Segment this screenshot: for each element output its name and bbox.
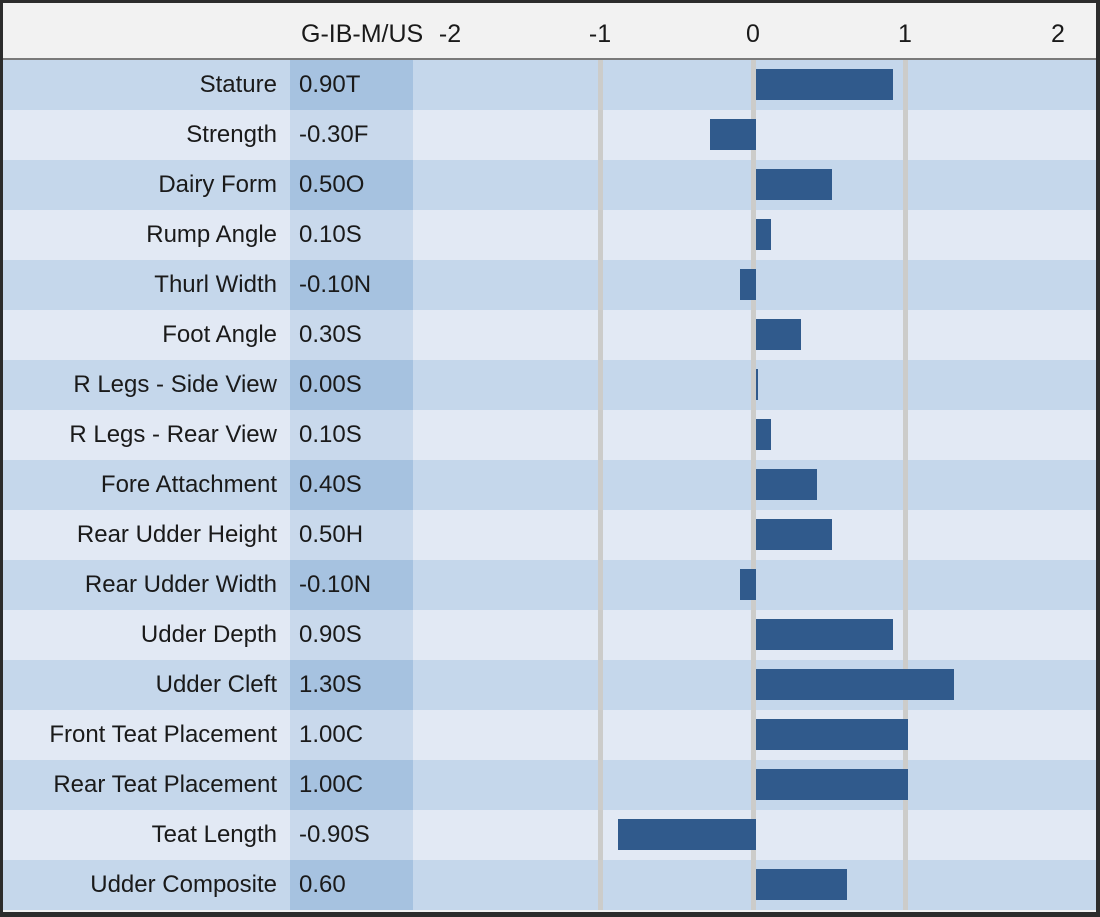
trait-bar (755, 869, 847, 900)
trait-label: Rear Teat Placement (3, 760, 290, 810)
trait-bar (755, 69, 893, 100)
table-row: R Legs - Rear View 0.10S (3, 410, 1096, 460)
trait-value-badge: 1.30S (290, 660, 413, 710)
trait-bar (755, 769, 908, 800)
trait-bar (755, 469, 817, 500)
trait-label: Strength (3, 110, 290, 160)
gridline-neg1 (598, 60, 603, 910)
trait-label: Teat Length (3, 810, 290, 860)
trait-value-badge: 0.90T (290, 60, 413, 110)
trait-bar (740, 269, 756, 300)
trait-bar (755, 369, 758, 400)
table-row: Strength -0.30F (3, 110, 1096, 160)
trait-label: Dairy Form (3, 160, 290, 210)
trait-value-badge: 0.30S (290, 310, 413, 360)
table-row: Thurl Width -0.10N (3, 260, 1096, 310)
axis-tick-zero: 0 (746, 20, 760, 48)
trait-rows: Stature 0.90T Strength -0.30F Dairy Form… (3, 60, 1096, 910)
table-row: Dairy Form 0.50O (3, 160, 1096, 210)
axis-tick-neg2: -2 (438, 20, 462, 48)
trait-label: Stature (3, 60, 290, 110)
trait-bar (618, 819, 756, 850)
trait-bar (709, 119, 756, 150)
trait-bar (755, 319, 802, 350)
trait-value-badge: 1.00C (290, 710, 413, 760)
trait-bar (755, 719, 908, 750)
table-row: Front Teat Placement 1.00C (3, 710, 1096, 760)
table-row: Foot Angle 0.30S (3, 310, 1096, 360)
trait-label: Rump Angle (3, 210, 290, 260)
trait-value-badge: -0.10N (290, 260, 413, 310)
trait-value-badge: 0.10S (290, 410, 413, 460)
trait-value-badge: -0.10N (290, 560, 413, 610)
table-row: Rear Udder Height 0.50H (3, 510, 1096, 560)
table-row: Udder Composite 0.60 (3, 860, 1096, 910)
table-row: Stature 0.90T (3, 60, 1096, 110)
trait-value-badge: -0.90S (290, 810, 413, 860)
table-row: Rump Angle 0.10S (3, 210, 1096, 260)
trait-label: R Legs - Rear View (3, 410, 290, 460)
trait-value-badge: 0.60 (290, 860, 413, 910)
table-row: R Legs - Side View 0.00S (3, 360, 1096, 410)
trait-value-badge: 0.90S (290, 610, 413, 660)
trait-label: Front Teat Placement (3, 710, 290, 760)
trait-bar (755, 669, 954, 700)
trait-value-badge: 0.00S (290, 360, 413, 410)
table-row: Udder Cleft 1.30S (3, 660, 1096, 710)
trait-bar (755, 619, 893, 650)
trait-label: Udder Cleft (3, 660, 290, 710)
trait-bar (755, 419, 771, 450)
trait-label: Udder Composite (3, 860, 290, 910)
trait-bar (755, 519, 832, 550)
trait-value-badge: 0.10S (290, 210, 413, 260)
chart-body: Stature 0.90T Strength -0.30F Dairy Form… (3, 60, 1096, 910)
trait-label: Udder Depth (3, 610, 290, 660)
trait-value-badge: 1.00C (290, 760, 413, 810)
trait-value-badge: 0.40S (290, 460, 413, 510)
trait-label: Rear Udder Height (3, 510, 290, 560)
trait-bar (740, 569, 756, 600)
axis-tick-neg1: -1 (588, 20, 612, 48)
trait-bar (755, 169, 832, 200)
trait-label: Thurl Width (3, 260, 290, 310)
gridline-pos1 (903, 60, 908, 910)
trait-label: Rear Udder Width (3, 560, 290, 610)
trait-value-badge: 0.50O (290, 160, 413, 210)
trait-bar (755, 219, 771, 250)
trait-label: Foot Angle (3, 310, 290, 360)
trait-value-badge: 0.50H (290, 510, 413, 560)
axis-tick-pos2: 2 (1051, 20, 1065, 48)
gridline-zero (750, 60, 756, 910)
table-row: Teat Length -0.90S (3, 810, 1096, 860)
table-row: Rear Udder Width -0.10N (3, 560, 1096, 610)
series-label: G-IB-M/US (301, 20, 424, 48)
trait-value-badge: -0.30F (290, 110, 413, 160)
trait-label: R Legs - Side View (3, 360, 290, 410)
chart-header: G-IB-M/US -2 -1 0 1 2 (3, 3, 1096, 60)
table-row: Udder Depth 0.90S (3, 610, 1096, 660)
table-row: Rear Teat Placement 1.00C (3, 760, 1096, 810)
trait-label: Fore Attachment (3, 460, 290, 510)
table-row: Fore Attachment 0.40S (3, 460, 1096, 510)
axis-tick-pos1: 1 (898, 20, 912, 48)
